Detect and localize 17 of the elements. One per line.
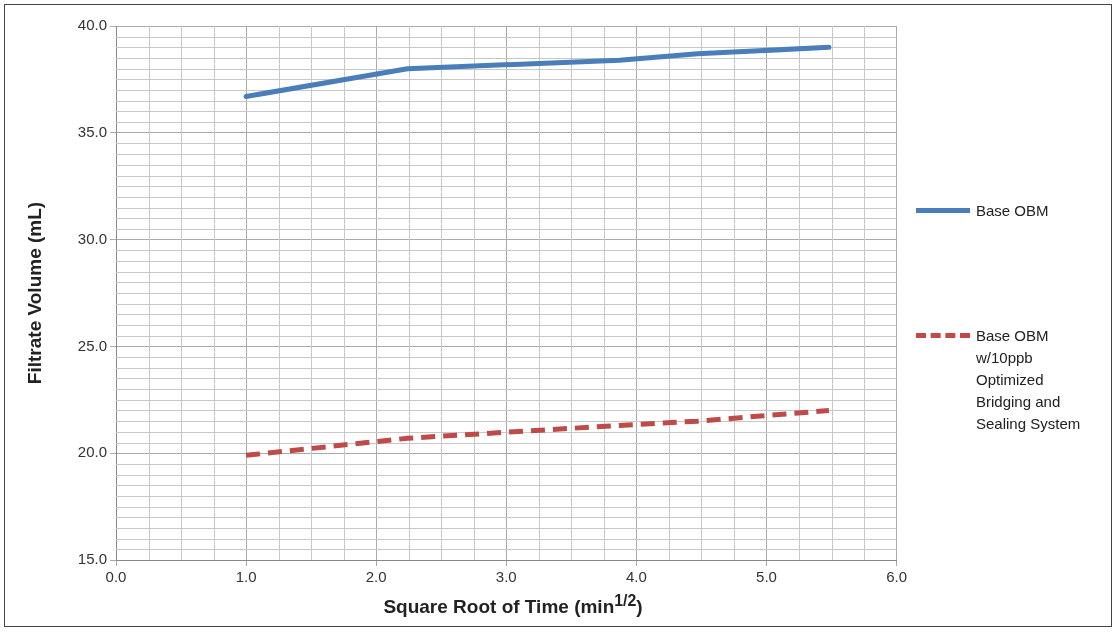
x-axis-title: Square Root of Time (min$^{1/2}$) — [382, 592, 644, 619]
x-tick-label: 3.0 — [495, 568, 517, 586]
x-tick-label: 0.0 — [105, 568, 127, 586]
y-tick-label: 20.0 — [77, 443, 107, 461]
legend-label: Base OBM — [976, 201, 1050, 221]
x-tick-label: 6.0 — [886, 568, 907, 586]
y-tick-label: 40.0 — [77, 16, 107, 34]
x-tick-label: 2.0 — [365, 568, 387, 586]
x-tick-label: 5.0 — [756, 568, 777, 586]
y-tick-label: 15.0 — [77, 550, 107, 568]
y-tick-label: 25.0 — [77, 336, 107, 354]
legend-label: Base OBM w/10ppb Optimized Bridging and Sealing System — [976, 326, 1082, 434]
x-tick-label: 1.0 — [235, 568, 257, 586]
y-tick-label: 30.0 — [77, 229, 107, 247]
y-axis-title: Filtrate Volume (mL) — [23, 201, 45, 385]
y-tick-label: 35.0 — [77, 122, 107, 140]
x-tick-label: 4.0 — [625, 568, 647, 586]
